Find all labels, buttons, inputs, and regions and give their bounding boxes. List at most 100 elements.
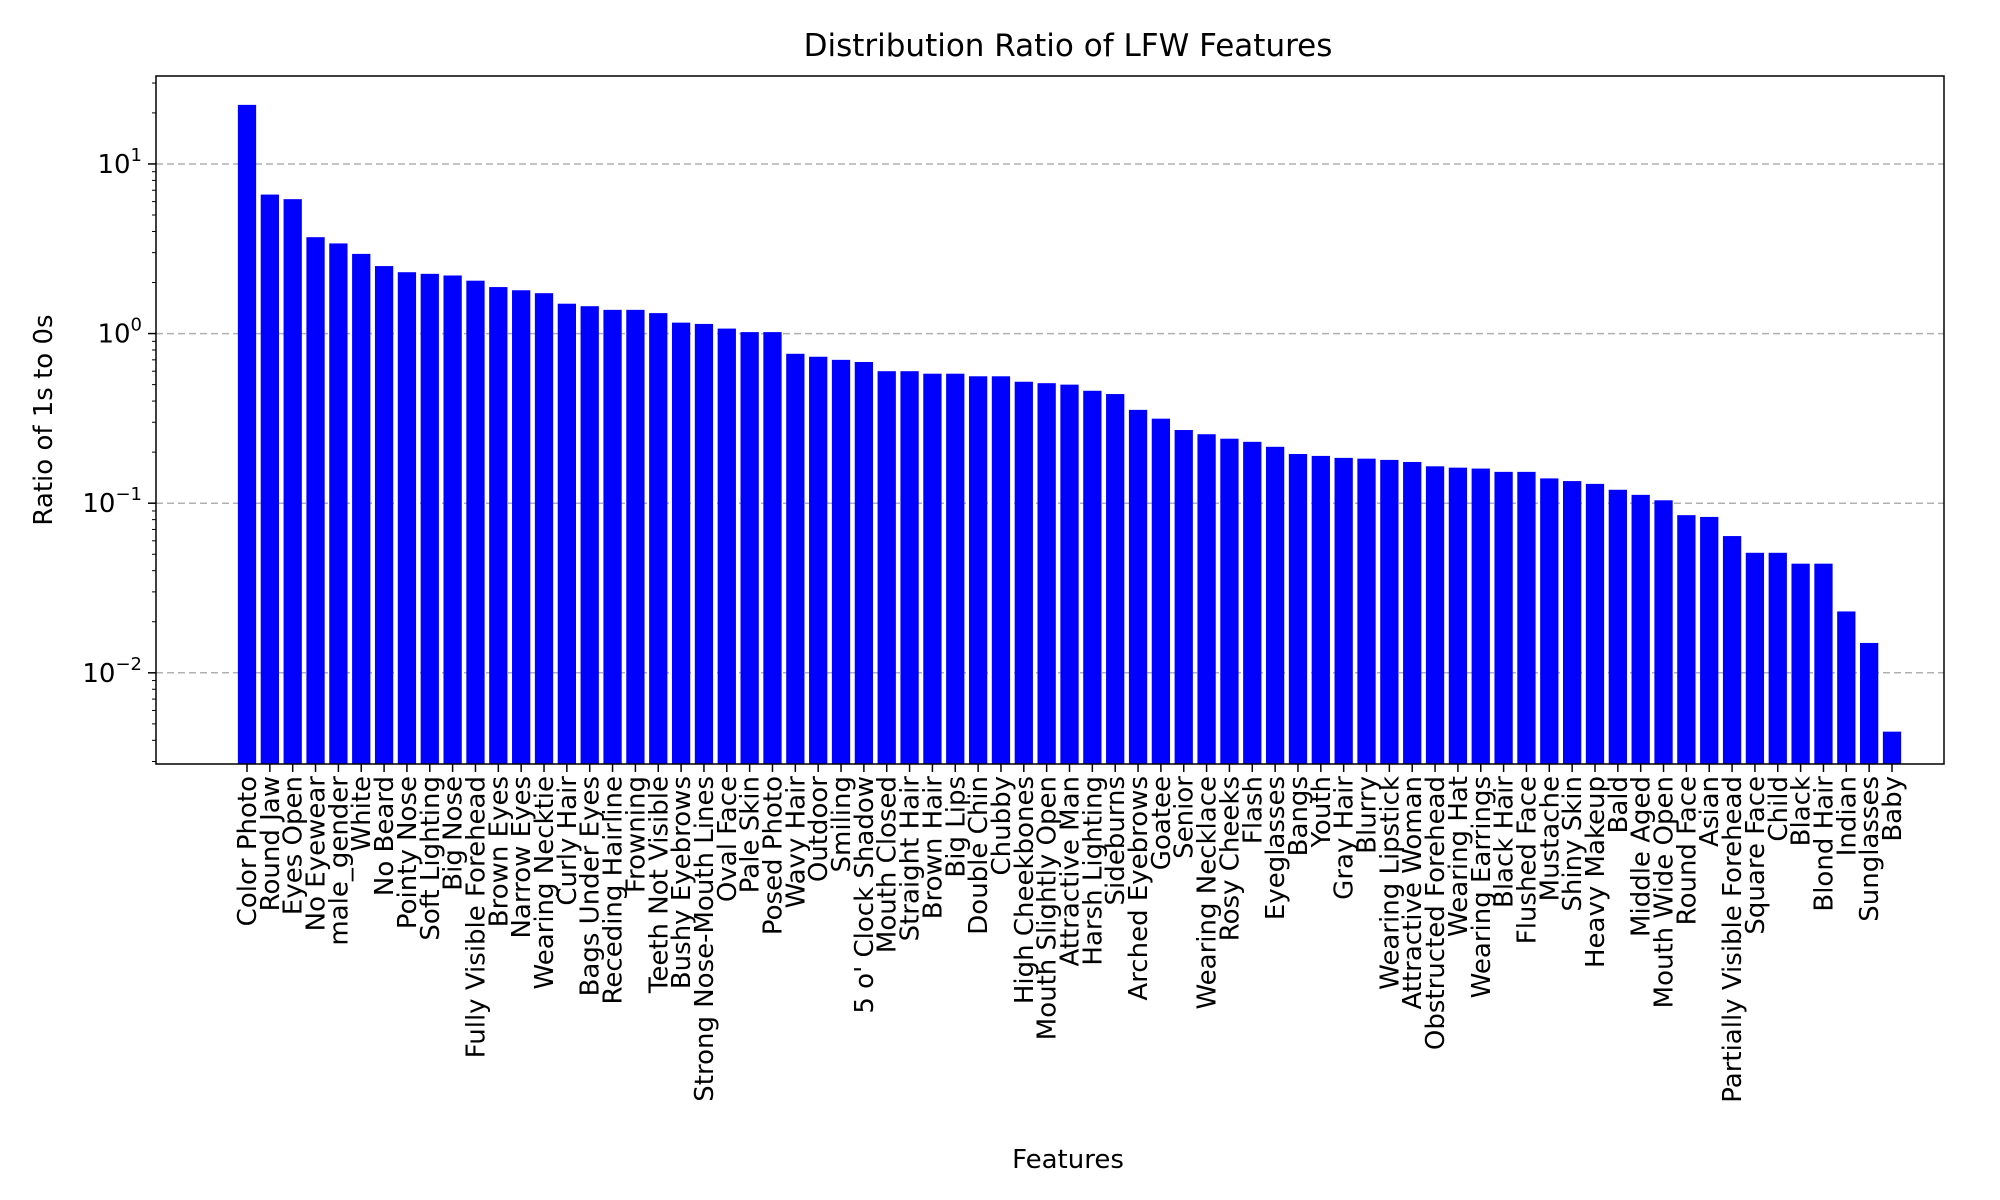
x-tick-label: Arched Eyebrows <box>1124 776 1154 1001</box>
x-axis-label: Features <box>1012 1145 1124 1175</box>
plot-frame <box>155 75 1945 765</box>
bar <box>877 371 896 764</box>
x-tick-label: Teeth Not Visible <box>644 776 674 994</box>
bar <box>1631 494 1650 764</box>
x-tick-label: Obstructed Forehead <box>1421 776 1451 1050</box>
bar <box>1425 466 1445 764</box>
bar <box>1608 489 1627 764</box>
bar <box>534 293 554 764</box>
x-tick-label: Square Face <box>1741 776 1771 935</box>
bar <box>786 353 805 764</box>
bar <box>580 306 599 764</box>
x-tick-label: Receding Hairline <box>599 776 629 1004</box>
chart-title: Distribution Ratio of LFW Features <box>804 28 1333 64</box>
x-tick-label: Heavy Makeup <box>1581 776 1611 968</box>
bar <box>1654 500 1673 764</box>
bar <box>1791 563 1810 764</box>
x-tick-label: Sideburns <box>1101 776 1131 905</box>
x-tick-label: Black Hair <box>1490 776 1520 908</box>
x-tick-label: Wearing Necklace <box>1193 776 1223 1010</box>
x-tick-label: White <box>347 776 377 852</box>
x-tick-label: Shiny Skin <box>1558 776 1588 912</box>
x-tick-label: Posed Photo <box>758 776 788 935</box>
bar <box>603 309 622 764</box>
x-tick-label: Asian <box>1695 776 1725 847</box>
x-tick-label: High Cheekbones <box>1010 776 1040 1004</box>
x-tick-label: Mustache <box>1535 776 1565 901</box>
x-tick-label: Wavy Hair <box>781 776 811 909</box>
x-tick-label: Double Chin <box>964 776 994 935</box>
bar <box>306 237 325 765</box>
x-tick-label: Attractive Woman <box>1398 776 1428 1010</box>
bar <box>671 322 691 764</box>
bar <box>1220 438 1239 764</box>
x-tick-label: Fully Visible Forehead <box>461 776 491 1058</box>
x-tick-label: Color Photo <box>233 776 263 926</box>
bar <box>946 373 965 764</box>
bar <box>740 332 759 764</box>
bar <box>237 104 257 765</box>
bar <box>1357 458 1376 764</box>
bar <box>694 323 714 764</box>
x-tick-label: Bushy Eyebrows <box>667 776 697 989</box>
x-tick-label: Big Lips <box>941 776 971 878</box>
bar <box>1745 552 1765 764</box>
x-tick-label: Wearing Lipstick <box>1375 776 1405 990</box>
x-tick-label: Chubby <box>987 776 1017 876</box>
bar <box>1700 516 1719 764</box>
x-tick-label: Outdoor <box>804 776 834 882</box>
bar <box>854 361 874 764</box>
bar <box>1265 446 1285 764</box>
x-tick-label: No Beard <box>370 776 400 896</box>
bar <box>1585 483 1605 764</box>
x-tick-label: Big Nose <box>439 776 469 891</box>
y-tick-label: 100 <box>97 315 142 350</box>
bar <box>374 266 394 764</box>
x-tick-label: Pointy Nose <box>393 776 423 929</box>
x-tick-label: Frowning <box>621 776 651 893</box>
bar <box>1128 409 1148 764</box>
x-tick-label: Bald <box>1604 776 1634 834</box>
bar <box>1106 394 1125 764</box>
bar <box>1197 434 1216 764</box>
x-tick-label: Youth <box>1307 776 1337 849</box>
x-tick-label: Harsh Lighting <box>1078 776 1108 966</box>
y-tick-label: 101 <box>97 145 142 180</box>
x-tick-label: Flushed Face <box>1512 776 1542 944</box>
x-tick-label: Strong Nose-Mouth Lines <box>690 776 720 1102</box>
bar <box>329 243 348 765</box>
bar <box>1882 731 1902 764</box>
x-tick-label: Soft Lighting <box>416 776 446 941</box>
x-tick-label: Brown Hair <box>918 776 948 920</box>
bar <box>1288 453 1308 764</box>
x-tick-label: Goatee <box>1147 776 1177 870</box>
x-tick-label: Baby <box>1878 776 1908 842</box>
x-tick-label: Wearing Hat <box>1444 776 1474 937</box>
bar <box>1311 455 1330 764</box>
bar <box>1448 467 1468 764</box>
bar <box>1677 515 1696 764</box>
bar <box>352 253 371 764</box>
x-tick-label: Curly Hair <box>553 776 583 906</box>
y-tick-label: 10−2 <box>82 654 142 689</box>
bar <box>831 359 851 764</box>
x-tick-label: Narrow Eyes <box>507 776 537 939</box>
bar <box>1083 390 1102 764</box>
bar <box>1494 471 1513 764</box>
bar <box>1174 430 1193 764</box>
bar <box>397 272 417 764</box>
x-tick-label: Brown Eyes <box>484 776 514 927</box>
x-tick-label: Pale Skin <box>736 776 766 893</box>
bar <box>1037 383 1056 764</box>
x-tick-label: Straight Hair <box>896 776 926 942</box>
bar <box>1722 536 1742 764</box>
bar <box>900 371 919 764</box>
x-tick-label: Bangs <box>1284 776 1314 856</box>
bar <box>1060 384 1079 764</box>
y-axis-ticks: 10−2 10−1 100 101 <box>82 82 156 763</box>
x-tick-label: Black <box>1787 776 1817 846</box>
bar <box>1837 611 1856 764</box>
x-tick-label: Blurry <box>1353 776 1383 854</box>
x-tick-label: Flash <box>1238 776 1268 844</box>
